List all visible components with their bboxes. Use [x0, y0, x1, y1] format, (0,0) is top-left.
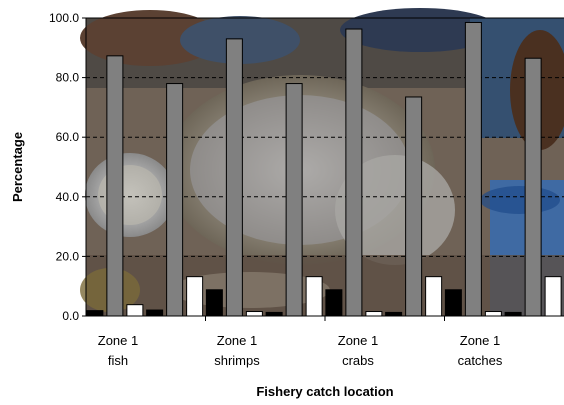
gridlines	[86, 17, 564, 257]
y-tick-label: 100.0	[49, 11, 79, 25]
x-group-labels: Zone 1 fish Zone 1 shrimps Zone 1 crabs Zone 1…	[98, 333, 503, 368]
bar-black	[385, 311, 403, 317]
bar-grey	[464, 21, 482, 317]
bar-black	[265, 311, 283, 317]
bar-grey	[225, 38, 243, 317]
bar-grey	[524, 57, 542, 317]
bar-black	[504, 311, 522, 317]
bar-grey	[285, 83, 303, 317]
x-group-label: crabs	[342, 353, 374, 368]
x-group-label: Zone 1	[460, 333, 500, 348]
axes	[82, 17, 564, 321]
bar-black	[146, 309, 164, 317]
bar-white	[126, 304, 144, 317]
bar-black	[444, 289, 462, 317]
bar-white	[425, 276, 443, 317]
y-tick-label: 60.0	[56, 130, 80, 144]
bar-grey	[345, 28, 363, 317]
y-tick-label: 20.0	[56, 249, 80, 263]
x-group-label: Zone 1	[338, 333, 378, 348]
x-group-label: catches	[458, 353, 503, 368]
bar-grey	[106, 55, 124, 317]
x-group-label: Zone 1	[98, 333, 138, 348]
y-tick-labels: 0.0 20.0 40.0 60.0 80.0 100.0	[49, 11, 79, 323]
background-photo	[80, 8, 564, 316]
bar-black	[205, 289, 223, 317]
y-tick-label: 0.0	[62, 309, 79, 323]
bar-white	[186, 276, 204, 317]
bar-grey	[405, 96, 423, 317]
x-group-label: shrimps	[214, 353, 260, 368]
x-group-label: fish	[108, 353, 128, 368]
bar-white	[245, 311, 263, 317]
bar-white	[484, 311, 502, 317]
y-tick-label: 40.0	[56, 190, 80, 204]
bar-white	[305, 276, 323, 317]
bar-black	[86, 310, 104, 317]
x-axis-label: Fishery catch location	[256, 384, 393, 399]
bar-grey	[166, 83, 184, 317]
y-axis-label: Percentage	[10, 132, 25, 202]
bar-white	[544, 276, 562, 317]
x-group-label: Zone 1	[217, 333, 257, 348]
bar-black	[325, 289, 343, 317]
y-tick-label: 80.0	[56, 71, 80, 85]
bar-white	[365, 311, 383, 317]
